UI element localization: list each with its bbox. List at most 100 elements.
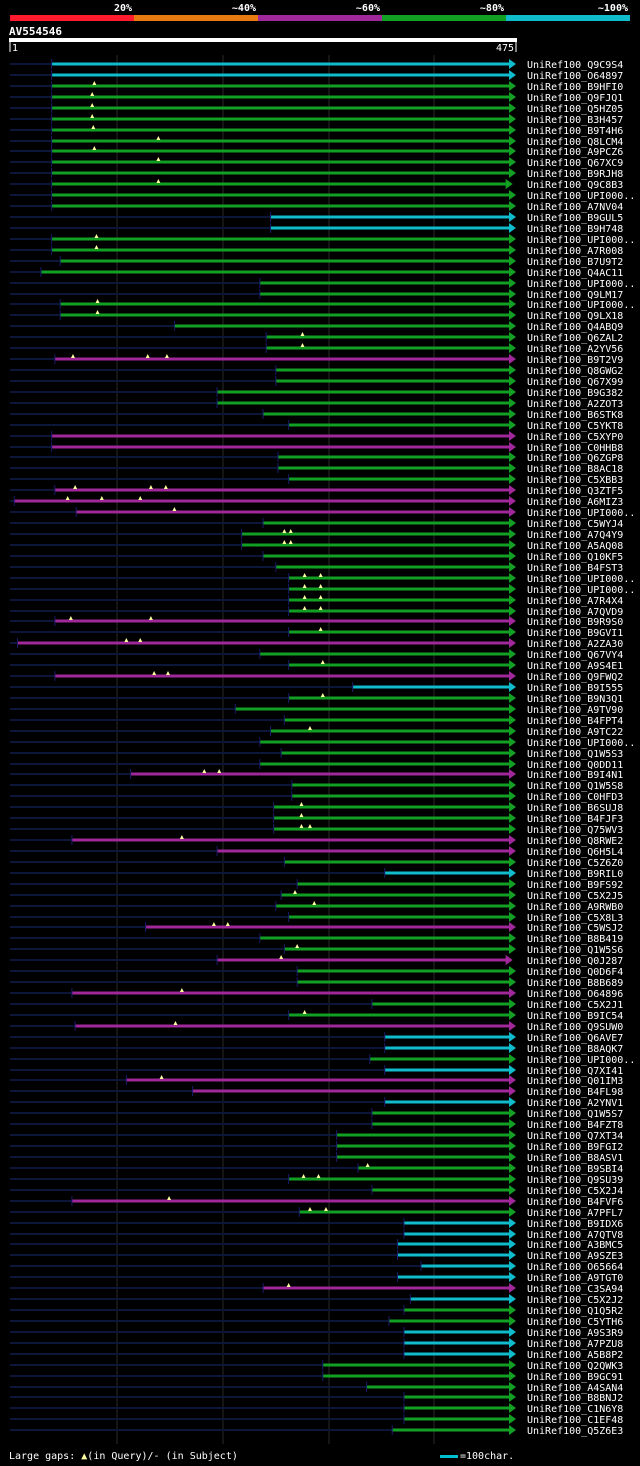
hit-name[interactable]: UniRef100_Q67X99 (527, 377, 623, 388)
hit-name[interactable]: UniRef100_Q6H5L4 (527, 847, 623, 858)
hit-row[interactable]: UniRef100_Q6H5L4 (10, 846, 623, 858)
hit-row[interactable]: UniRef100_A2YV56 (10, 343, 623, 355)
hit-row[interactable]: UniRef100_B9R9S0 (10, 616, 623, 628)
hit-name[interactable]: UniRef100_Q4AC11 (527, 268, 623, 279)
hit-row[interactable]: UniRef100_C1N6Y8 (10, 1403, 623, 1415)
hit-name[interactable]: UniRef100_B9GC91 (527, 1372, 623, 1383)
hit-name[interactable]: UniRef100_Q9C8B3 (527, 180, 623, 191)
hit-name[interactable]: UniRef100_Q9FJQ1 (527, 93, 623, 104)
hit-row[interactable]: UniRef100_UPI000.. (10, 278, 635, 290)
hit-name[interactable]: UniRef100_Q8LCM4 (527, 137, 623, 148)
hit-row[interactable]: UniRef100_Q1W5S3 (10, 748, 623, 760)
hit-row[interactable]: UniRef100_B9IDX6 (10, 1218, 623, 1230)
hit-name[interactable]: UniRef100_Q9SUW0 (527, 1022, 623, 1033)
hit-row[interactable]: UniRef100_A2YNV1 (10, 1097, 623, 1109)
hit-row[interactable]: UniRef100_B4FL98 (10, 1086, 623, 1098)
hit-name[interactable]: UniRef100_B8ASV1 (527, 1153, 623, 1164)
hit-row[interactable]: UniRef100_Q9SU39 (10, 1174, 623, 1186)
hit-row[interactable]: UniRef100_B3H457 (10, 114, 623, 126)
hit-name[interactable]: UniRef100_A7PFL7 (527, 1208, 623, 1219)
hit-row[interactable]: UniRef100_Q6ZGP8 (10, 452, 623, 464)
hit-name[interactable]: UniRef100_UPI000.. (527, 738, 635, 749)
hit-name[interactable]: UniRef100_A9TGT0 (527, 1273, 623, 1284)
hit-row[interactable]: UniRef100_B9HFI0 (10, 81, 623, 93)
hit-name[interactable]: UniRef100_B9I4N1 (527, 770, 623, 781)
hit-name[interactable]: UniRef100_B9IC54 (527, 1011, 623, 1022)
hit-name[interactable]: UniRef100_Q1W5S8 (527, 781, 623, 792)
hit-row[interactable]: UniRef100_Q4ABQ9 (10, 321, 623, 333)
hit-row[interactable]: UniRef100_Q9FWQ2 (10, 671, 623, 683)
hit-name[interactable]: UniRef100_B9GUL5 (527, 213, 623, 224)
hit-row[interactable]: UniRef100_Q8GWG2 (10, 365, 623, 377)
hit-name[interactable]: UniRef100_B9RJH8 (527, 169, 623, 180)
hit-name[interactable]: UniRef100_Q5Z6E3 (527, 1426, 623, 1437)
hit-name[interactable]: UniRef100_B9H748 (527, 224, 623, 235)
hit-row[interactable]: UniRef100_B7U9T2 (10, 256, 623, 268)
hit-row[interactable]: UniRef100_C5X2J2 (10, 1294, 623, 1306)
hit-name[interactable]: UniRef100_B4FVF6 (527, 1197, 623, 1208)
hit-row[interactable]: UniRef100_B9G382 (10, 387, 623, 399)
hit-row[interactable]: UniRef100_A6MIZ3 (10, 496, 623, 508)
hit-row[interactable]: UniRef100_Q7XT34 (10, 1130, 623, 1142)
hit-row[interactable]: UniRef100_Q6ZAL2 (10, 332, 623, 344)
hit-name[interactable]: UniRef100_Q0J287 (527, 956, 623, 967)
hit-name[interactable]: UniRef100_B6STK8 (527, 410, 623, 421)
hit-name[interactable]: UniRef100_B9T2V9 (527, 355, 623, 366)
hit-row[interactable]: UniRef100_B8ASV1 (10, 1152, 623, 1164)
hit-row[interactable]: UniRef100_Q9SUW0 (10, 1021, 623, 1033)
hit-row[interactable]: UniRef100_Q8RWE2 (10, 835, 623, 847)
hit-name[interactable]: UniRef100_A5B8P2 (527, 1350, 623, 1361)
hit-row[interactable]: UniRef100_B6SUJ8 (10, 802, 623, 814)
hit-name[interactable]: UniRef100_A2ZA30 (527, 639, 623, 650)
hit-row[interactable]: UniRef100_Q1Q5R2 (10, 1305, 623, 1317)
hit-row[interactable]: UniRef100_C5X2J1 (10, 999, 623, 1011)
hit-row[interactable]: UniRef100_Q75WV3 (10, 824, 623, 836)
hit-name[interactable]: UniRef100_Q10KF5 (527, 552, 623, 563)
hit-name[interactable]: UniRef100_A7NV04 (527, 202, 623, 213)
hit-name[interactable]: UniRef100_C5XBB3 (527, 475, 623, 486)
hit-row[interactable]: UniRef100_Q9LM17 (10, 289, 623, 301)
hit-row[interactable]: UniRef100_Q1W5S6 (10, 944, 623, 956)
hit-row[interactable]: UniRef100_Q10KF5 (10, 551, 623, 563)
hit-name[interactable]: UniRef100_B4FST3 (527, 563, 623, 574)
hit-name[interactable]: UniRef100_A7Q4Y9 (527, 530, 623, 541)
hit-name[interactable]: UniRef100_C5X2J5 (527, 891, 623, 902)
hit-name[interactable]: UniRef100_Q0DD11 (527, 760, 623, 771)
hit-name[interactable]: UniRef100_UPI000.. (527, 574, 635, 585)
hit-name[interactable]: UniRef100_B4FPT4 (527, 716, 623, 727)
hit-row[interactable]: UniRef100_A7NV04 (10, 201, 623, 213)
hit-name[interactable]: UniRef100_B4FL98 (527, 1087, 623, 1098)
hit-name[interactable]: UniRef100_B4FZT8 (527, 1120, 623, 1131)
hit-name[interactable]: UniRef100_Q67VY4 (527, 650, 623, 661)
hit-name[interactable]: UniRef100_Q6AVE7 (527, 1033, 623, 1044)
hit-row[interactable]: UniRef100_A7QVD9 (10, 606, 623, 618)
hit-name[interactable]: UniRef100_C5X2J4 (527, 1186, 623, 1197)
hit-row[interactable]: UniRef100_Q3ZTF5 (10, 485, 623, 497)
hit-name[interactable]: UniRef100_A9SZE3 (527, 1251, 623, 1262)
hit-name[interactable]: UniRef100_B9SBI4 (527, 1164, 623, 1175)
hit-name[interactable]: UniRef100_Q7XI41 (527, 1066, 623, 1077)
hit-row[interactable]: UniRef100_C5XBB3 (10, 474, 623, 486)
hit-row[interactable]: UniRef100_Q1W5S8 (10, 780, 623, 792)
hit-row[interactable]: UniRef100_Q67X99 (10, 376, 623, 388)
hit-row[interactable]: UniRef100_Q5HZ05 (10, 103, 623, 115)
hit-row[interactable]: UniRef100_B9GUL5 (10, 212, 623, 224)
hit-row[interactable]: UniRef100_Q4AC11 (10, 267, 623, 279)
hit-row[interactable]: UniRef100_C5YTH6 (10, 1316, 623, 1328)
hit-name[interactable]: UniRef100_C1EF48 (527, 1415, 623, 1426)
hit-name[interactable]: UniRef100_B9HFI0 (527, 82, 623, 93)
hit-name[interactable]: UniRef100_B9T4H6 (527, 126, 623, 137)
hit-name[interactable]: UniRef100_O64896 (527, 989, 623, 1000)
hit-name[interactable]: UniRef100_C1N6Y8 (527, 1404, 623, 1415)
hit-name[interactable]: UniRef100_Q8GWG2 (527, 366, 623, 377)
hit-name[interactable]: UniRef100_Q2QWK3 (527, 1361, 623, 1372)
hit-row[interactable]: UniRef100_Q0D6F4 (10, 966, 623, 978)
hit-name[interactable]: UniRef100_C5YKT8 (527, 421, 623, 432)
hit-row[interactable]: UniRef100_Q8LCM4 (10, 136, 623, 148)
hit-row[interactable]: UniRef100_A7R008 (10, 245, 623, 257)
hit-name[interactable]: UniRef100_C3SA94 (527, 1284, 623, 1295)
hit-name[interactable]: UniRef100_UPI000.. (527, 191, 635, 202)
hit-name[interactable]: UniRef100_A7QTV8 (527, 1230, 623, 1241)
hit-name[interactable]: UniRef100_UPI000.. (527, 279, 635, 290)
hit-name[interactable]: UniRef100_Q9SU39 (527, 1175, 623, 1186)
